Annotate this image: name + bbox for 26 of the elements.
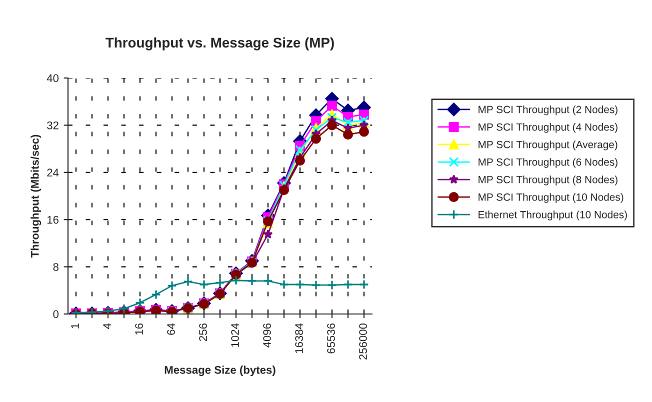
y-tick-label: 16 — [47, 216, 58, 224]
chart-title: Throughput vs. Message Size (MP) — [106, 37, 334, 50]
x-tick-label: 1 — [71, 324, 79, 328]
y-tick-label: 24 — [47, 168, 59, 176]
legend-label: Ethernet Throughput (10 Nodes) — [478, 210, 627, 220]
x-tick-label: 4 — [103, 323, 111, 329]
x-axis-title: Message Size (bytes) — [164, 366, 276, 376]
y-axis-title: Throughput (Mbits/sec) — [30, 134, 42, 258]
x-tick-label: 16 — [135, 324, 143, 335]
legend-label: MP SCI Throughput (8 Nodes) — [478, 176, 618, 186]
legend-label: MP SCI Throughput (10 Nodes) — [478, 193, 624, 203]
x-tick-label: 256 — [199, 324, 207, 342]
x-tick-label: 256000 — [359, 323, 367, 360]
legend-label: MP SCI Throughput (2 Nodes) — [478, 106, 618, 116]
x-tick-label: 64 — [167, 323, 175, 335]
x-tick-label: 1024 — [231, 323, 239, 347]
y-tick-label: 8 — [53, 263, 58, 271]
legend-label: MP SCI Throughput (Average) — [478, 140, 618, 150]
legend-label: MP SCI Throughput (4 Nodes) — [478, 123, 618, 133]
x-tick-label: 16384 — [295, 323, 303, 354]
x-tick-label: 4096 — [263, 324, 271, 348]
legend-label: MP SCI Throughput (6 Nodes) — [478, 158, 618, 168]
y-tick-label: 40 — [46, 74, 59, 82]
x-tick-label: 65536 — [327, 324, 335, 354]
y-tick-label: 0 — [53, 310, 59, 318]
y-tick-label: 32 — [47, 121, 58, 130]
